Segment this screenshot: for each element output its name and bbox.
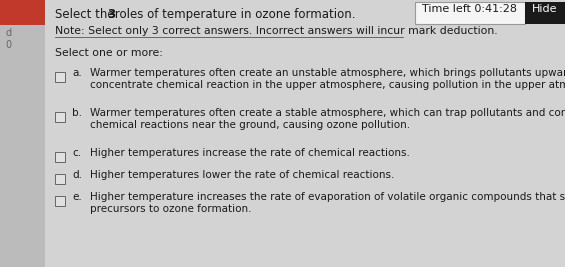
Bar: [55, 174, 65, 184]
Text: Higher temperatures lower the rate of chemical reactions.: Higher temperatures lower the rate of ch…: [90, 170, 394, 180]
Text: Time left 0:41:28: Time left 0:41:28: [423, 4, 518, 14]
Text: Warmer temperatures often create an unstable atmosphere, which brings pollutants: Warmer temperatures often create an unst…: [90, 68, 565, 78]
Text: roles of temperature in ozone formation.: roles of temperature in ozone formation.: [111, 8, 356, 21]
Bar: [55, 112, 65, 122]
Bar: [55, 196, 65, 206]
Text: Note: Select only 3 correct answers. Incorrect answers will incur mark deduction: Note: Select only 3 correct answers. Inc…: [55, 26, 498, 36]
Text: precursors to ozone formation.: precursors to ozone formation.: [90, 204, 251, 214]
Text: Higher temperature increases the rate of evaporation of volatile organic compoun: Higher temperature increases the rate of…: [90, 192, 565, 202]
Text: c.: c.: [72, 148, 81, 158]
Text: Select one or more:: Select one or more:: [55, 48, 163, 58]
Text: Hide: Hide: [532, 4, 558, 14]
Text: Select the: Select the: [55, 8, 119, 21]
Text: chemical reactions near the ground, causing ozone pollution.: chemical reactions near the ground, caus…: [90, 120, 410, 130]
Text: e.: e.: [72, 192, 82, 202]
Bar: [55, 152, 65, 162]
Text: 0: 0: [5, 40, 11, 50]
Text: d: d: [5, 28, 11, 38]
Bar: [0, 0, 45, 267]
Text: Warmer temperatures often create a stable atmosphere, which can trap pollutants : Warmer temperatures often create a stabl…: [90, 108, 565, 118]
Bar: [525, 2, 565, 24]
Text: 3: 3: [107, 8, 115, 21]
Bar: [55, 72, 65, 82]
Bar: [415, 2, 525, 24]
Text: concentrate chemical reaction in the upper atmosphere, causing pollution in the : concentrate chemical reaction in the upp…: [90, 80, 565, 90]
Text: a.: a.: [72, 68, 82, 78]
Text: Higher temperatures increase the rate of chemical reactions.: Higher temperatures increase the rate of…: [90, 148, 410, 158]
Text: b.: b.: [72, 108, 82, 118]
Bar: [0, 0, 45, 25]
Text: d.: d.: [72, 170, 82, 180]
